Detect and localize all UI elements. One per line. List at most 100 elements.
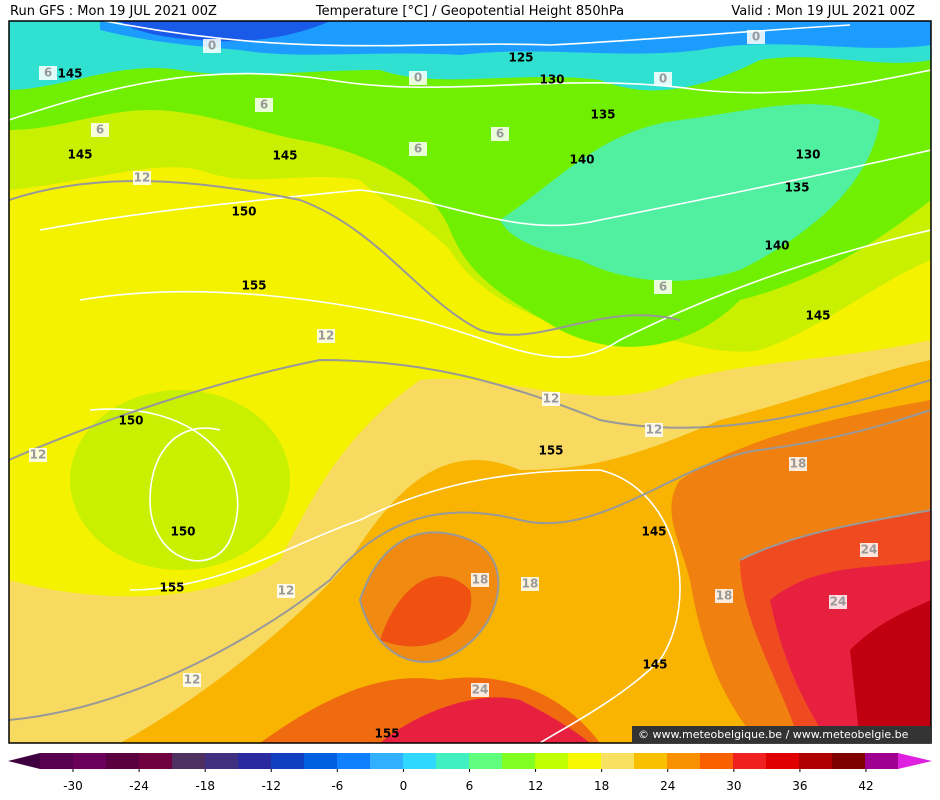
height-label: 145 <box>67 148 92 162</box>
colorbar-tick-label: 12 <box>528 779 543 793</box>
colorbar-segment <box>766 753 799 769</box>
colorbar-segment <box>634 753 667 769</box>
colorbar-segment <box>238 753 271 769</box>
temperature-label: 12 <box>646 423 663 437</box>
credit: © www.meteobelgique.be / www.meteobelgie… <box>638 728 909 741</box>
temperature-label: 6 <box>496 127 504 141</box>
colorbar-segment <box>733 753 766 769</box>
colorbar-tick-label: 18 <box>594 779 609 793</box>
height-label: 150 <box>231 205 256 219</box>
colorbar-segment <box>502 753 535 769</box>
colorbar-tick-label: -18 <box>195 779 215 793</box>
height-label: 135 <box>784 181 809 195</box>
temperature-label-box <box>542 392 560 406</box>
temperature-label-box <box>471 683 489 697</box>
height-label: 150 <box>118 414 143 428</box>
colorbar-end <box>898 753 932 769</box>
temperature-label: 12 <box>30 448 47 462</box>
colorbar-segment <box>73 753 106 769</box>
temperature-label-box <box>183 673 201 687</box>
temperature-label: 12 <box>278 584 295 598</box>
run-info: Run GFS : Mon 19 JUL 2021 00Z <box>10 4 217 19</box>
temperature-label-box <box>409 71 427 85</box>
colorbar-tick-label: 30 <box>726 779 741 793</box>
colorbar-segment <box>667 753 700 769</box>
temperature-label: 0 <box>659 72 667 86</box>
colorbar-segment <box>271 753 304 769</box>
colorbar-segment <box>469 753 502 769</box>
contour-labels: 145 125 130 135 145 145 140 130 135 150 140 155 145 1… <box>29 30 878 741</box>
colorbar-tick-label: 36 <box>792 779 807 793</box>
colorbar-end <box>8 753 40 769</box>
colorbar-tick-label: 24 <box>660 779 675 793</box>
colorbar-segment <box>568 753 601 769</box>
colorbar-segment <box>700 753 733 769</box>
valid-info: Valid : Mon 19 JUL 2021 00Z <box>731 4 915 19</box>
height-label: 125 <box>508 51 533 65</box>
temperature-label-box <box>39 66 57 80</box>
temperature-label: 18 <box>472 573 489 587</box>
colorbar-segment <box>172 753 205 769</box>
colorbar-tick-label: 6 <box>466 779 474 793</box>
height-label: 130 <box>795 148 820 162</box>
colorbar-tick-label: -24 <box>129 779 149 793</box>
temperature-label: 12 <box>134 171 151 185</box>
height-label: 145 <box>805 309 830 323</box>
colorbar-segment <box>205 753 238 769</box>
temperature-label-box <box>255 98 273 112</box>
height-label: 145 <box>57 67 82 81</box>
credit-box <box>632 726 932 743</box>
temperature-label: 6 <box>44 66 52 80</box>
temperature-label-box <box>645 423 663 437</box>
colorbar-segment <box>304 753 337 769</box>
colorbar-segment <box>40 753 73 769</box>
temperature-label-box <box>654 72 672 86</box>
temperature-label: 12 <box>184 673 201 687</box>
map-field <box>8 20 932 744</box>
colorbar-segment <box>865 753 898 769</box>
colorbar-segment <box>139 753 172 769</box>
temperature-label: 6 <box>414 142 422 156</box>
height-label: 155 <box>241 279 266 293</box>
height-label: 140 <box>569 153 594 167</box>
height-label: 145 <box>641 525 666 539</box>
temperature-label: 12 <box>318 329 335 343</box>
temperature-label-box <box>317 329 335 343</box>
temperature-label-box <box>491 127 509 141</box>
temperature-label: 6 <box>260 98 268 112</box>
colorbar-segment <box>337 753 370 769</box>
colorbar-tick-label: -30 <box>63 779 83 793</box>
colorbar-segment <box>403 753 436 769</box>
height-label: 155 <box>159 581 184 595</box>
map-title: Temperature [°C] / Geopotential Height 8… <box>315 4 624 19</box>
temperature-label-box <box>29 448 47 462</box>
height-label: 145 <box>272 149 297 163</box>
temperature-label-box <box>91 123 109 137</box>
temperature-label: 18 <box>790 457 807 471</box>
temperature-label: 12 <box>543 392 560 406</box>
temperature-label-box <box>829 595 847 609</box>
height-label: 130 <box>539 73 564 87</box>
temperature-label: 24 <box>472 683 489 697</box>
temperature-label-box <box>409 142 427 156</box>
temperature-label-box <box>789 457 807 471</box>
temperature-label: 0 <box>752 30 760 44</box>
colorbar-segment <box>106 753 139 769</box>
colorbar-tick-label: -6 <box>331 779 343 793</box>
temperature-label: 6 <box>96 123 104 137</box>
height-label: 140 <box>764 239 789 253</box>
height-label: 155 <box>374 727 399 741</box>
colorbar-segment <box>601 753 634 769</box>
colorbar-tick-label: 0 <box>400 779 408 793</box>
colorbar-segment <box>832 753 865 769</box>
colorbar-tick-label: -12 <box>261 779 281 793</box>
height-label: 145 <box>642 658 667 672</box>
colorbar: -30 -24 -18 -12 -6 0 6 12 18 24 30 36 42 <box>8 753 932 793</box>
temperature-label: 0 <box>414 71 422 85</box>
height-label: 155 <box>538 444 563 458</box>
temperature-label: 0 <box>208 39 216 53</box>
temperature-label: 18 <box>522 577 539 591</box>
height-label: 150 <box>170 525 195 539</box>
temperature-label: 6 <box>659 280 667 294</box>
